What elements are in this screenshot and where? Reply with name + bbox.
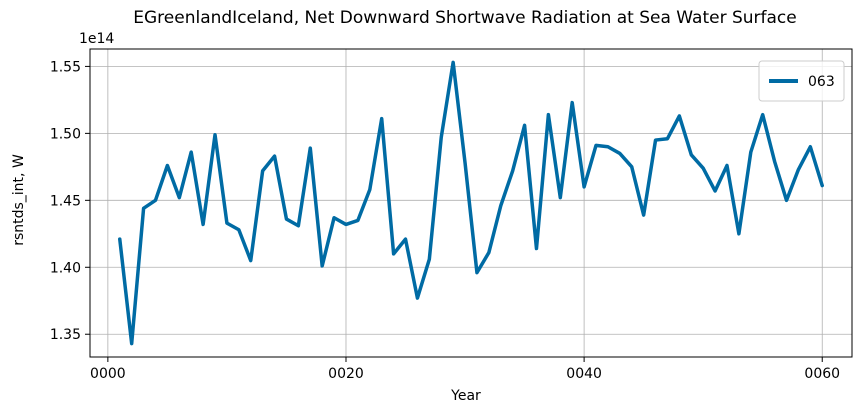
x-axis: 0000 0020 0040 0060	[90, 357, 840, 382]
chart-title: EGreenlandIceland, Net Downward Shortwav…	[133, 8, 796, 28]
series-group	[118, 60, 824, 346]
x-tick-label: 0020	[328, 366, 364, 382]
x-tick-label: 0000	[90, 366, 126, 382]
y-tick-label: 1.40	[50, 260, 81, 276]
x-axis-label: Year	[450, 388, 481, 404]
legend: 063	[758, 60, 845, 102]
y-tick-label: 1.45	[50, 193, 81, 209]
y-tick-label: 1.50	[50, 126, 81, 142]
plot-frame	[89, 48, 853, 358]
y-tick-label: 1.35	[50, 327, 81, 343]
grid	[90, 49, 852, 357]
y-axis-offset-label: 1e14	[79, 31, 114, 47]
y-axis: 1.35 1.40 1.45 1.50 1.55	[50, 59, 90, 343]
x-tick-label: 0040	[566, 366, 602, 382]
legend-label-063: 063	[808, 74, 835, 90]
y-tick-label: 1.55	[50, 59, 81, 75]
y-axis-label: rsntds_int, W	[11, 154, 27, 246]
series-line-063	[118, 60, 824, 346]
legend-box	[758, 60, 845, 102]
x-tick-label: 0060	[804, 366, 840, 382]
